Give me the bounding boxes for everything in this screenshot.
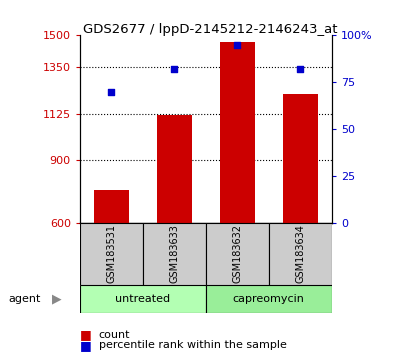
FancyBboxPatch shape	[80, 223, 143, 285]
FancyBboxPatch shape	[206, 285, 332, 313]
Text: percentile rank within the sample: percentile rank within the sample	[99, 340, 286, 350]
Text: GSM183633: GSM183633	[169, 224, 179, 284]
Text: ▶: ▶	[52, 293, 61, 306]
Bar	[283, 94, 318, 223]
Point	[234, 42, 241, 47]
FancyBboxPatch shape	[269, 223, 332, 285]
Text: count: count	[99, 330, 130, 339]
Text: agent: agent	[8, 294, 41, 304]
Text: untreated: untreated	[115, 294, 171, 304]
Point	[297, 66, 304, 72]
Text: GSM183634: GSM183634	[295, 224, 305, 284]
Text: GSM183531: GSM183531	[106, 224, 116, 284]
Text: capreomycin: capreomycin	[233, 294, 305, 304]
Bar	[220, 42, 255, 223]
FancyBboxPatch shape	[206, 223, 269, 285]
Point	[171, 66, 178, 72]
Text: GDS2677 / lppD-2145212-2146243_at: GDS2677 / lppD-2145212-2146243_at	[83, 23, 337, 36]
FancyBboxPatch shape	[143, 223, 206, 285]
Text: ■: ■	[80, 339, 92, 352]
FancyBboxPatch shape	[80, 285, 206, 313]
Bar	[94, 190, 129, 223]
Text: ■: ■	[80, 328, 92, 341]
Point	[108, 89, 115, 95]
Text: GSM183632: GSM183632	[232, 224, 242, 284]
Bar	[157, 115, 192, 223]
